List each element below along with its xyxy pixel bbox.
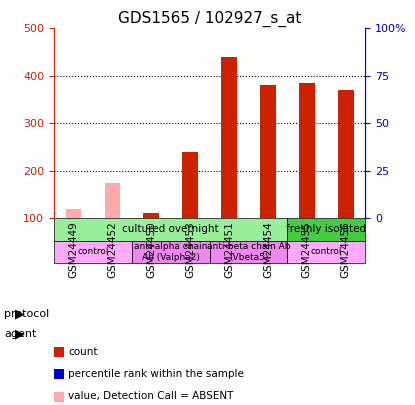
Bar <box>105 183 120 218</box>
Bar <box>299 83 315 218</box>
Bar <box>260 85 276 218</box>
Title: GDS1565 / 102927_s_at: GDS1565 / 102927_s_at <box>118 11 301 27</box>
FancyBboxPatch shape <box>132 241 210 263</box>
Text: count: count <box>68 347 98 357</box>
Bar <box>144 213 159 218</box>
Text: control: control <box>77 247 109 256</box>
Text: protocol: protocol <box>4 309 49 319</box>
FancyBboxPatch shape <box>54 218 287 241</box>
FancyBboxPatch shape <box>287 241 365 263</box>
Text: ▶: ▶ <box>15 328 24 341</box>
Text: ▶: ▶ <box>15 307 24 320</box>
Text: cultured overnight: cultured overnight <box>122 224 219 234</box>
Text: percentile rank within the sample: percentile rank within the sample <box>68 369 244 379</box>
FancyBboxPatch shape <box>54 241 132 263</box>
FancyBboxPatch shape <box>287 218 365 241</box>
Text: anti-alpha chain
Ab (Valpha2): anti-alpha chain Ab (Valpha2) <box>134 242 208 262</box>
FancyBboxPatch shape <box>210 241 287 263</box>
Text: agent: agent <box>4 329 37 339</box>
Text: control: control <box>310 247 342 256</box>
Text: anti-beta chain Ab
(Vbeta5): anti-beta chain Ab (Vbeta5) <box>207 242 290 262</box>
Text: freshly isolated: freshly isolated <box>286 224 366 234</box>
Bar <box>221 57 237 218</box>
Text: value, Detection Call = ABSENT: value, Detection Call = ABSENT <box>68 392 234 401</box>
Bar <box>338 90 354 218</box>
Bar <box>66 209 81 218</box>
Bar <box>182 152 198 218</box>
